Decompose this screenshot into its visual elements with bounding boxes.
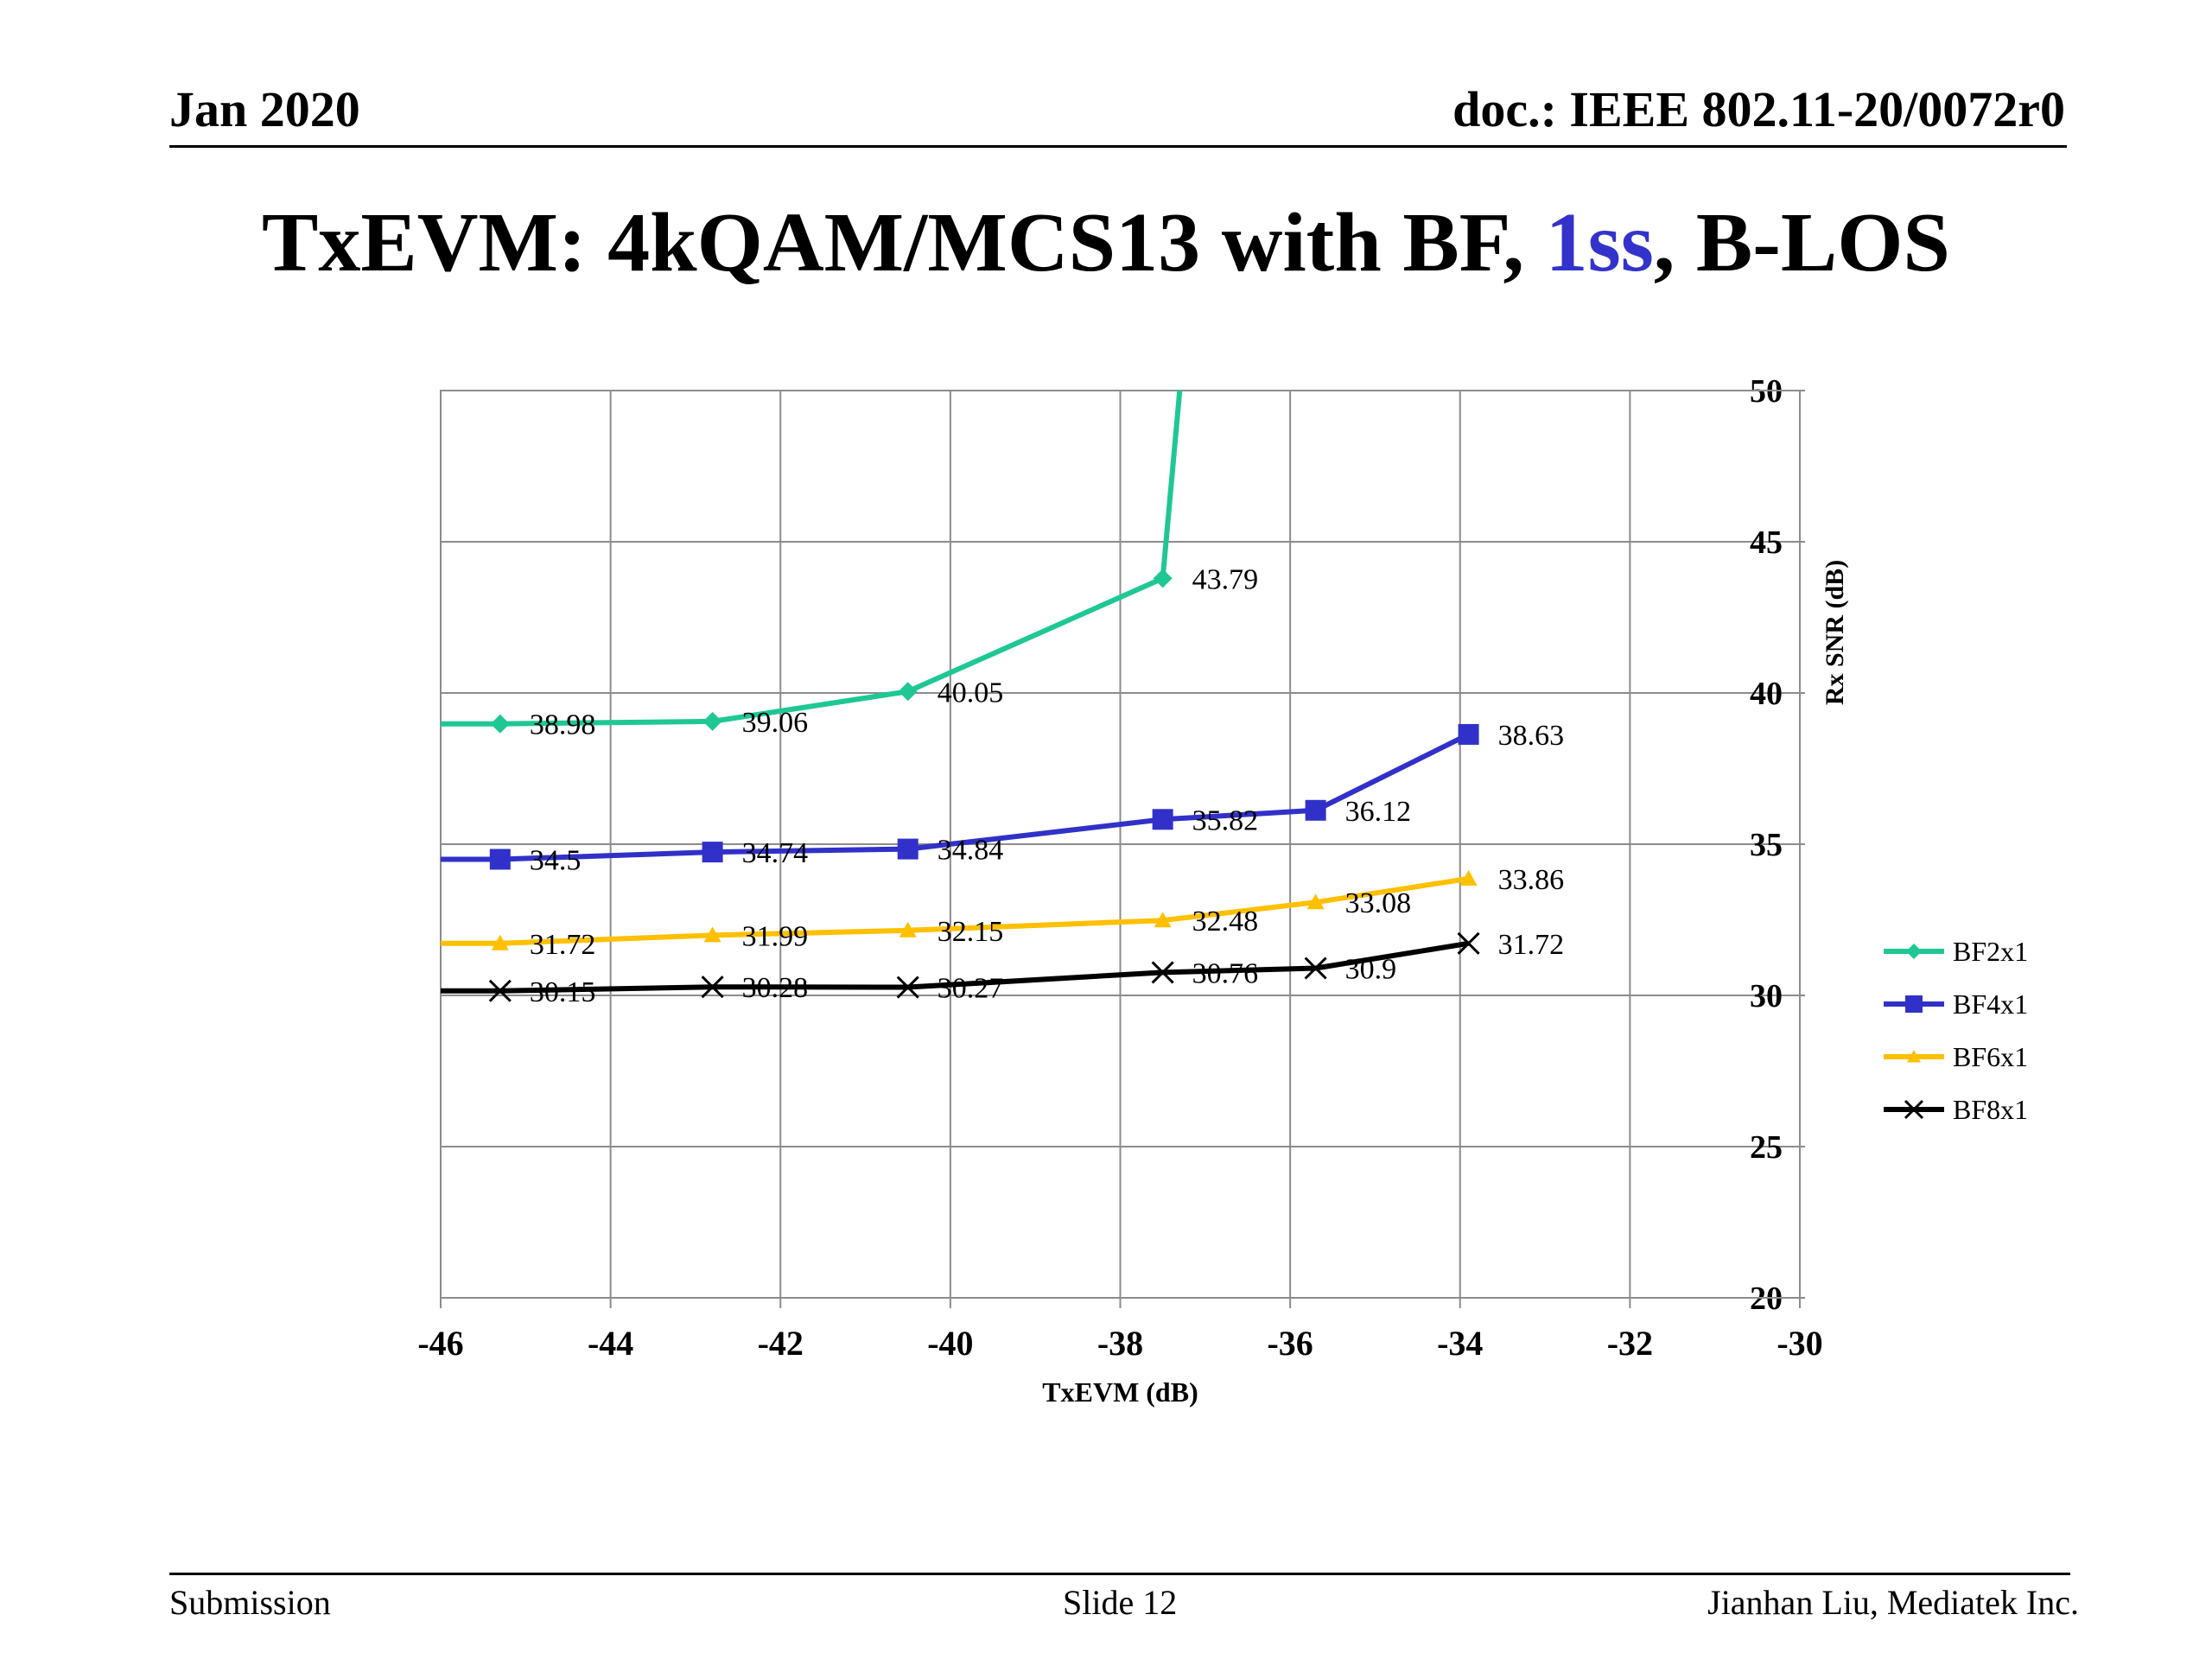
data-label-bf6x1: 31.99 <box>742 920 809 952</box>
legend-marker-bf4x1 <box>1905 995 1923 1013</box>
data-point-bf2x1 <box>898 682 918 702</box>
data-label-bf8x1: 31.72 <box>1498 929 1565 961</box>
x-tick-label: -44 <box>588 1324 633 1363</box>
footer-author: Jianhan Liu, Mediatek Inc. <box>1707 1583 2079 1622</box>
x-tick-label: -42 <box>758 1324 804 1363</box>
header-doc-id: doc.: IEEE 802.11-20/0072r0 <box>1452 81 2065 137</box>
data-label-bf6x1: 31.72 <box>530 929 596 961</box>
data-point-bf8x1 <box>1151 961 1174 984</box>
title-accent: 1ss <box>1545 196 1654 289</box>
legend-label-bf6x1: BF6x1 <box>1953 1041 2028 1072</box>
data-point-bf2x1 <box>1153 569 1173 588</box>
data-label-bf2x1: 39.06 <box>742 707 809 739</box>
legend-marker-bf8x1 <box>1904 1099 1924 1120</box>
data-point-bf2x1 <box>702 711 722 731</box>
data-point-bf4x1 <box>1458 723 1479 745</box>
y-tick-label: 35 <box>1750 827 1783 863</box>
footer-submission: Submission <box>169 1583 331 1622</box>
x-tick-label: -46 <box>417 1324 463 1363</box>
data-label-bf6x1: 33.08 <box>1345 887 1412 919</box>
data-label-bf8x1: 30.76 <box>1192 957 1259 989</box>
footer-divider <box>169 1573 2070 1575</box>
y-axis-title: Rx SNR (dB) <box>1821 560 1849 705</box>
data-label-bf2x1: 38.98 <box>530 709 596 741</box>
data-point-bf8x1 <box>1304 957 1327 980</box>
data-label-bf8x1: 30.15 <box>530 976 596 1008</box>
slide-title: TxEVM: 4kQAM/MCS13 with BF, 1ss, B-LOS <box>0 196 2212 290</box>
data-point-bf6x1 <box>1459 869 1478 886</box>
x-tick-label: -40 <box>927 1324 973 1363</box>
data-point-bf6x1 <box>491 934 509 950</box>
x-tick-label: -30 <box>1777 1324 1822 1363</box>
x-tick-label: -32 <box>1607 1324 1653 1363</box>
data-point-bf8x1 <box>1457 931 1480 955</box>
data-point-bf6x1 <box>703 926 721 943</box>
title-prefix: TxEVM: 4kQAM/MCS13 with BF, <box>262 196 1546 289</box>
header-divider <box>169 145 2067 148</box>
data-point-bf2x1 <box>490 714 510 734</box>
y-tick-label: 25 <box>1750 1129 1783 1166</box>
data-label-bf4x1: 34.74 <box>742 837 809 869</box>
title-suffix: , B-LOS <box>1653 196 1950 289</box>
data-label-bf8x1: 30.9 <box>1345 954 1397 986</box>
x-tick-label: -38 <box>1097 1324 1143 1363</box>
x-tick-label: -34 <box>1437 1324 1483 1363</box>
plot-area-border <box>440 390 1801 1299</box>
data-label-bf4x1: 38.63 <box>1498 720 1565 752</box>
data-point-bf6x1 <box>1306 893 1325 910</box>
x-axis-title: TxEVM (dB) <box>1042 1376 1198 1408</box>
legend-marker-bf2x1 <box>1906 944 1922 959</box>
data-point-bf8x1 <box>701 976 724 999</box>
data-label-bf6x1: 33.86 <box>1498 864 1565 896</box>
y-tick-label: 30 <box>1750 978 1783 1014</box>
data-label-bf6x1: 32.15 <box>938 916 1004 948</box>
x-tick-label: -36 <box>1267 1324 1313 1363</box>
data-label-bf6x1: 32.48 <box>1192 906 1259 938</box>
data-point-bf6x1 <box>1154 912 1172 928</box>
header-date: Jan 2020 <box>169 81 360 137</box>
data-label-bf4x1: 35.82 <box>1192 804 1259 836</box>
line-chart: -46 -44 -42 -40 -38 -36 -34 -32 -302025303540455… <box>417 373 2028 1408</box>
data-point-bf8x1 <box>488 979 512 1002</box>
data-label-bf4x1: 34.84 <box>938 835 1004 867</box>
data-point-bf4x1 <box>897 838 918 860</box>
data-point-bf4x1 <box>702 842 723 863</box>
data-label-bf8x1: 30.28 <box>742 972 809 1004</box>
data-label-bf4x1: 34.5 <box>530 845 582 877</box>
legend-marker-bf6x1 <box>1907 1050 1921 1063</box>
data-point-bf4x1 <box>1305 799 1326 821</box>
y-tick-label: 40 <box>1750 676 1783 712</box>
data-label-bf2x1: 40.05 <box>938 677 1004 709</box>
data-label-bf8x1: 30.27 <box>938 973 1004 1005</box>
data-point-bf6x1 <box>899 921 917 938</box>
data-point-bf4x1 <box>1152 809 1173 830</box>
footer-slide-number: Slide 12 <box>1063 1583 1178 1622</box>
data-point-bf4x1 <box>489 849 511 870</box>
legend-label-bf4x1: BF4x1 <box>1953 988 2028 1020</box>
data-point-bf8x1 <box>896 976 919 999</box>
series-line-bf2x1 <box>441 390 1183 727</box>
legend-label-bf8x1: BF8x1 <box>1953 1094 2028 1125</box>
data-label-bf2x1: 43.79 <box>1192 563 1259 595</box>
y-tick-label: 45 <box>1750 524 1783 561</box>
data-label-bf4x1: 36.12 <box>1345 796 1412 828</box>
legend-label-bf2x1: BF2x1 <box>1953 936 2028 967</box>
